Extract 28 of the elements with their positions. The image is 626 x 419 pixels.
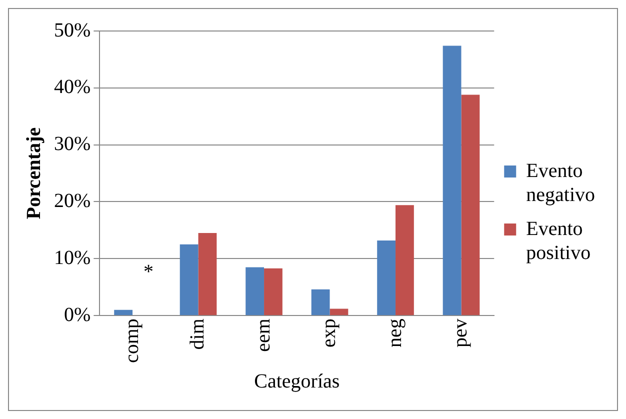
bar (264, 268, 282, 316)
y-tick-label: 40% (54, 76, 91, 98)
bar (311, 289, 330, 316)
x-axis-title: Categorías (254, 370, 340, 392)
y-tick-label: 20% (54, 190, 91, 212)
bar (461, 94, 480, 316)
y-axis-title: Porcentaje (23, 127, 46, 220)
y-tick-label: 50% (54, 19, 91, 42)
bar (396, 205, 414, 316)
bar (442, 46, 462, 316)
x-tick-label: exp (318, 318, 340, 348)
annotation: * (144, 261, 154, 284)
x-tick-label: comp (120, 318, 143, 364)
bar (377, 240, 396, 316)
y-tick-label: 0% (64, 304, 91, 326)
y-tick-label: 30% (54, 133, 91, 156)
bar (330, 308, 348, 316)
legend-label: Evento positivo (526, 218, 591, 264)
legend-label: Evento negativo (526, 160, 596, 206)
x-tick-label: neg (384, 318, 406, 348)
y-tick-label: 10% (54, 246, 91, 269)
x-tick-label: eem (252, 318, 274, 352)
bar (180, 244, 198, 316)
bar (198, 233, 217, 316)
x-tick-label: dim (186, 318, 209, 350)
bar (246, 267, 264, 316)
bar (114, 310, 133, 316)
x-tick-label: pev (450, 318, 472, 348)
